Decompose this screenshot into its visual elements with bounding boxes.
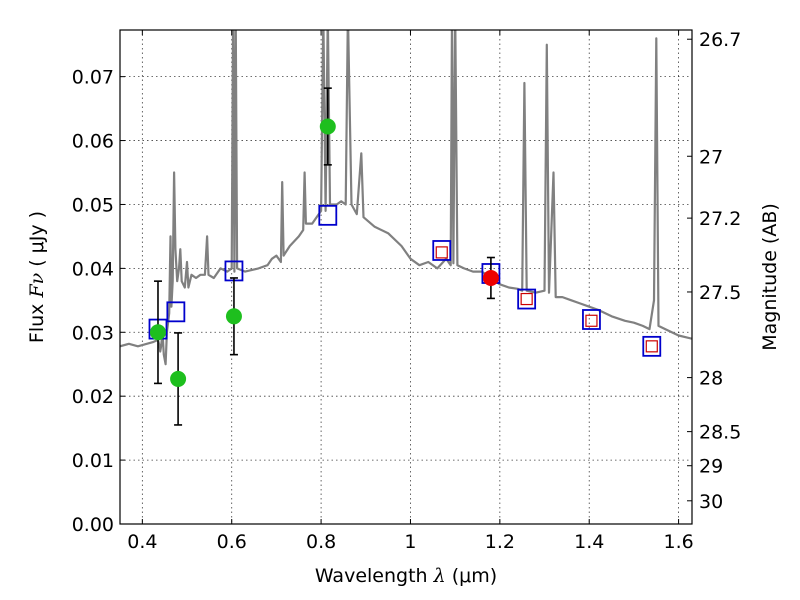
y2-tick-label: 28: [699, 368, 723, 390]
observed-flux-square: [520, 292, 533, 306]
x-tick-label: 0.4: [127, 531, 157, 553]
y-tick-label: 0.05: [72, 194, 114, 216]
y2-tick-label: 27.2: [699, 208, 741, 230]
y-tick-label: 0.03: [72, 322, 114, 344]
y2-tick-label: 26.7: [699, 29, 741, 51]
plot-frame: [119, 29, 693, 525]
y2-tick-label: 30: [699, 491, 723, 513]
detection-point: [319, 118, 336, 135]
x-tick-label: 1.6: [663, 531, 693, 553]
y-axis-label: Flux Fν ( μJy ): [26, 211, 48, 343]
observed-flux-square: [585, 314, 598, 327]
y2-tick-label: 27: [699, 146, 723, 168]
y-tick-label: 0.06: [72, 131, 114, 153]
model-photometry-square: [432, 240, 452, 261]
detection-point: [225, 308, 242, 325]
detection-point: [170, 370, 187, 387]
detection-point: [482, 269, 499, 286]
y-tick-label: 0.02: [72, 386, 114, 408]
observed-flux-square: [435, 246, 448, 259]
x-tick-label: 1.4: [574, 531, 604, 553]
model-photometry-square: [318, 204, 338, 226]
y-tick-label: 0.01: [72, 450, 114, 472]
markers: [148, 87, 662, 426]
y-tick-label: 0.04: [72, 258, 114, 280]
y-tick-label: 0.07: [72, 67, 114, 89]
x-tick-label: 0.8: [306, 531, 336, 553]
x-axis-label: Wavelength λ (μm): [315, 565, 497, 587]
detection-point: [149, 324, 166, 341]
plot-area: [120, 30, 692, 366]
x-tick-label: 1: [404, 531, 416, 553]
observed-flux-square: [645, 340, 658, 353]
spectrum-line: [120, 30, 692, 366]
y-tick-label: 0.00: [72, 514, 114, 536]
x-tick-label: 1.2: [485, 531, 515, 553]
model-photometry-square: [166, 301, 186, 323]
model-photometry-square: [582, 309, 601, 330]
x-tick-label: 0.6: [217, 531, 247, 553]
model-photometry-square: [517, 288, 537, 310]
y2-axis-label: Magnitude (AB): [759, 203, 781, 351]
model-photometry-square: [642, 335, 662, 357]
y2-tick-label: 28.5: [699, 422, 741, 444]
y2-tick-label: 29: [699, 456, 723, 478]
y2-tick-label: 27.5: [699, 282, 741, 304]
axes: 0.4 0.6 0.8 1 1.2 1.4 1.6 0.00 0.01 0.02 0.03 0.04 0…: [72, 29, 742, 553]
